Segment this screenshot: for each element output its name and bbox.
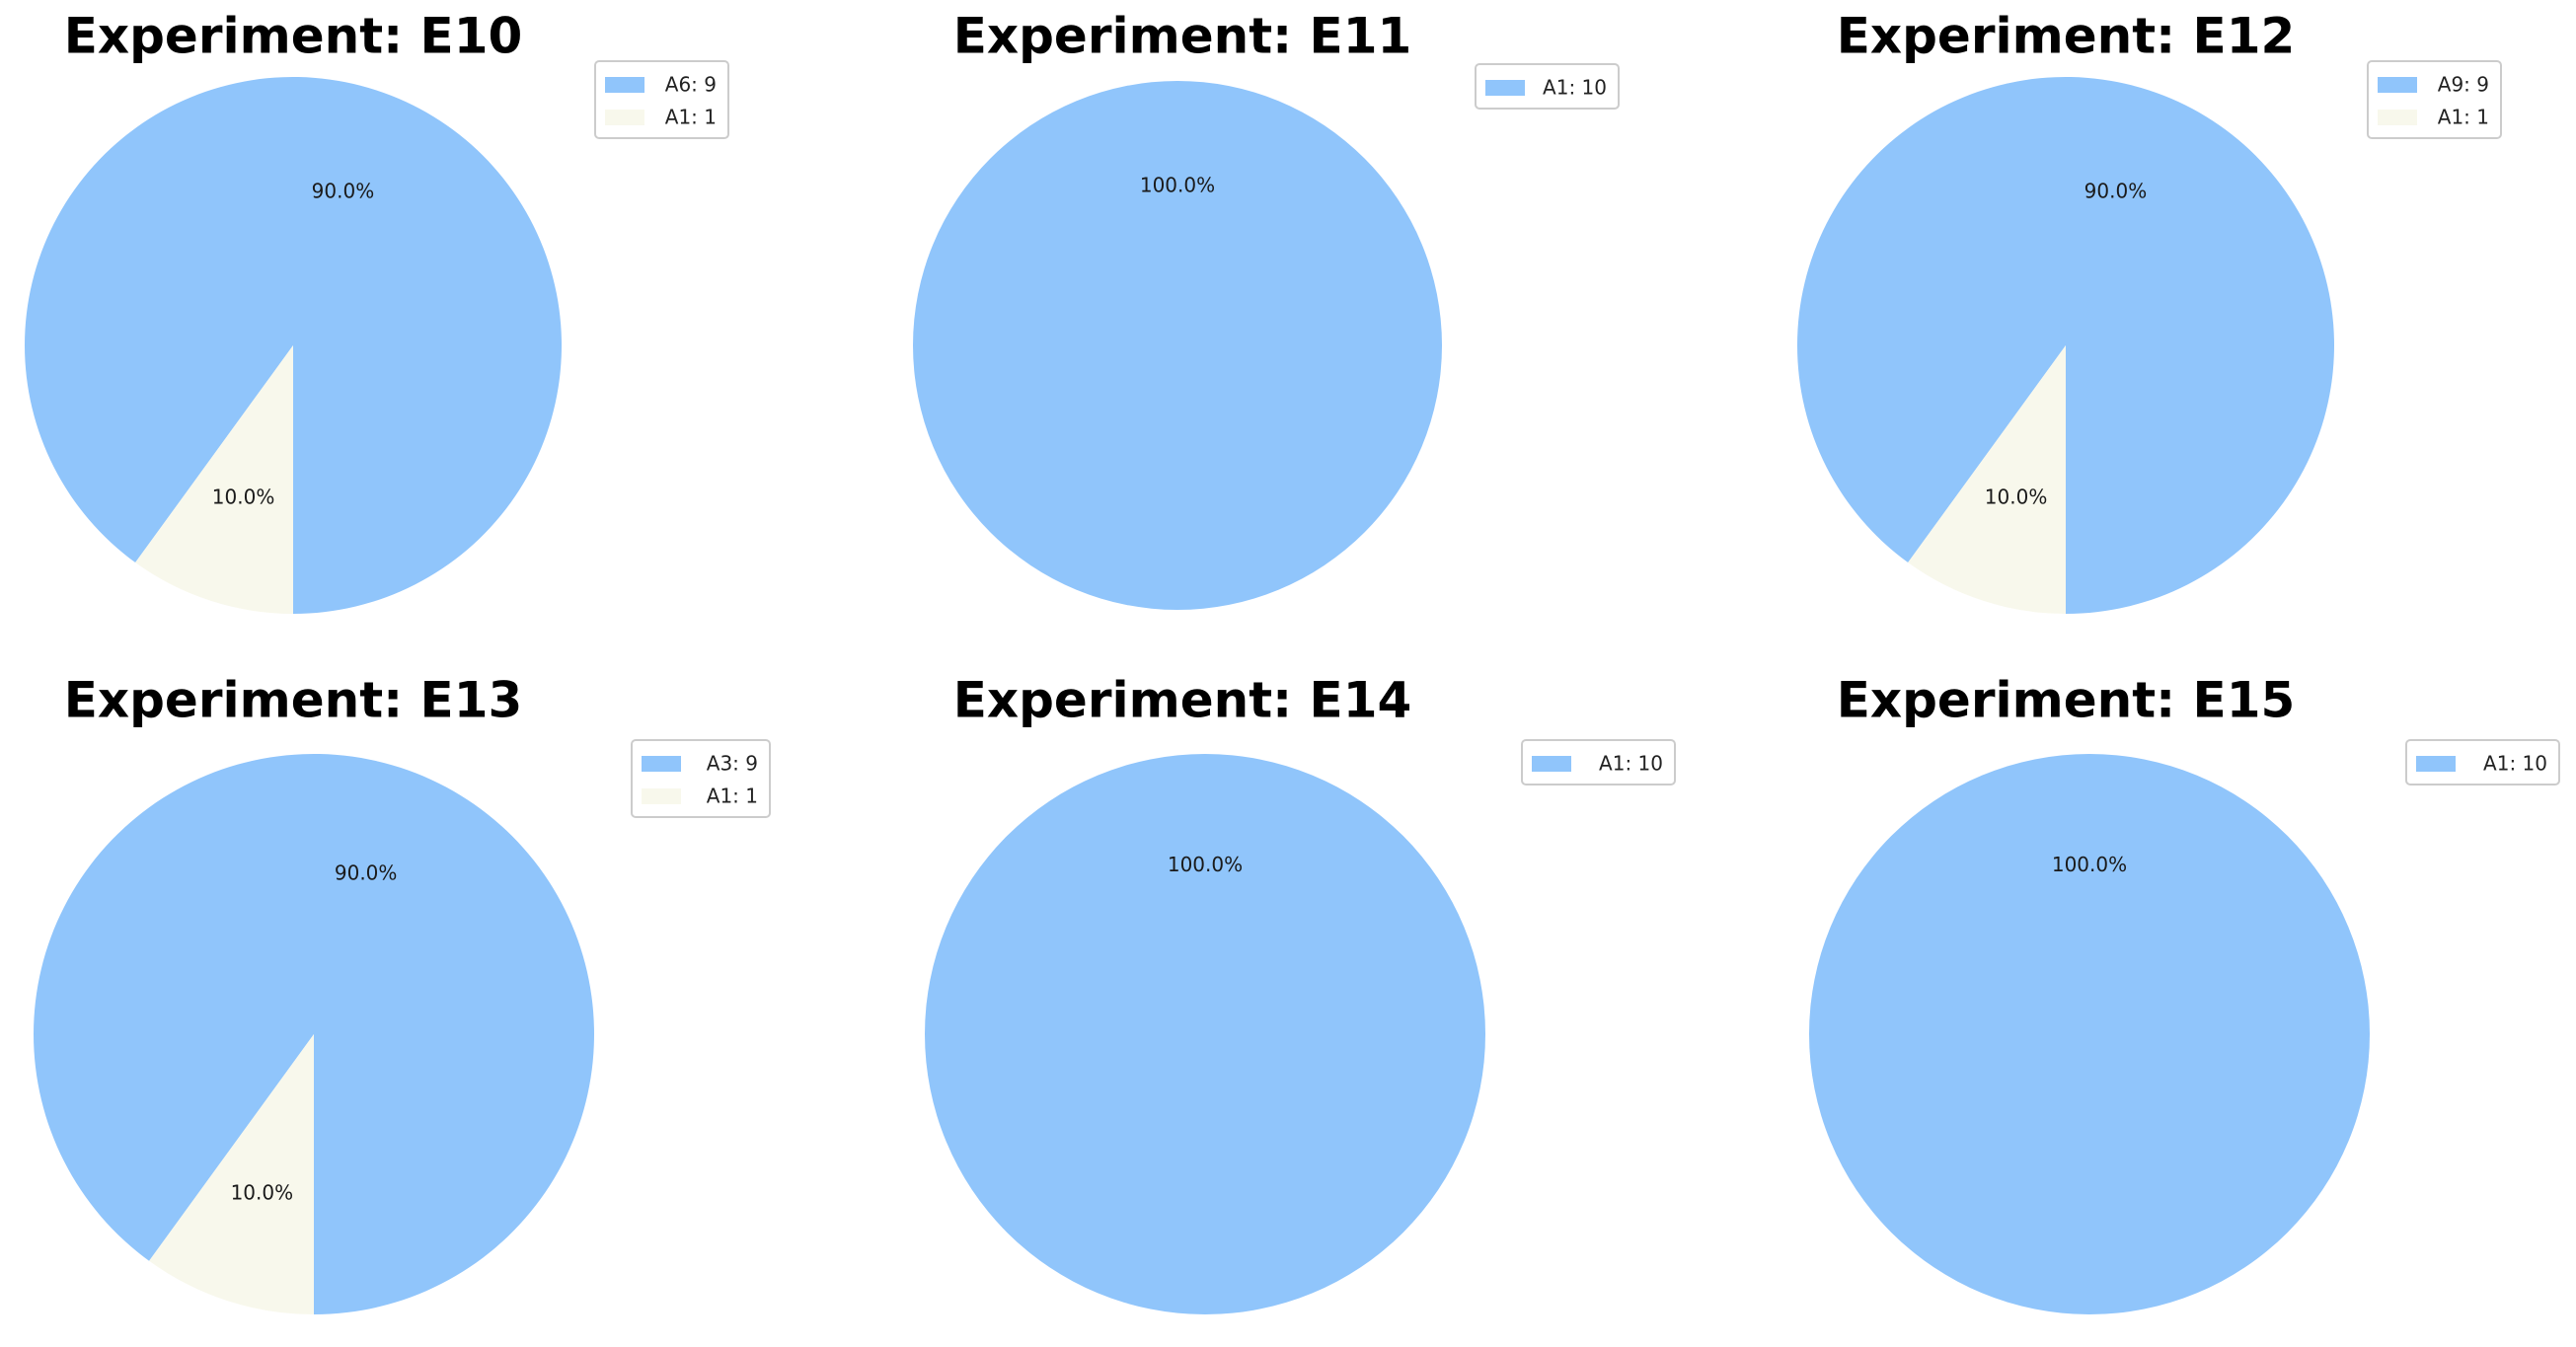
chart-title: Experiment: E15 <box>1837 672 2296 729</box>
chart-title: Experiment: E11 <box>953 8 1412 65</box>
legend-entry: A1: 1 <box>2438 106 2489 129</box>
slice-percent-label: 100.0% <box>2052 853 2127 876</box>
pie-panel: Experiment: E12 90.0% 10.0% A9: 9 A1: 1 <box>1797 8 2502 614</box>
pie-slice[interactable] <box>33 753 594 1314</box>
legend: A1: 10 <box>1521 739 1676 786</box>
legend: A1: 10 <box>2405 739 2560 786</box>
legend-frame <box>1521 739 1676 786</box>
legend-frame <box>2405 739 2560 786</box>
slice-percent-label: 10.0% <box>212 486 275 509</box>
pie-slice[interactable] <box>1908 345 2066 614</box>
pie-slice[interactable] <box>1809 754 2370 1314</box>
legend-frame <box>1475 63 1620 110</box>
slice-percent-label: 10.0% <box>231 1181 294 1205</box>
chart-title: Experiment: E13 <box>64 672 523 729</box>
legend: A3: 9 A1: 1 <box>631 739 771 818</box>
pie-slice[interactable] <box>149 1034 314 1314</box>
legend-swatch <box>2378 110 2417 125</box>
pie-slice[interactable] <box>925 754 1485 1314</box>
chart-title: Experiment: E10 <box>64 8 523 65</box>
legend-swatch <box>2416 756 2456 772</box>
slice-percent-label: 90.0% <box>335 861 398 884</box>
legend-entry: A1: 10 <box>1543 76 1607 100</box>
legend-entry: A6: 9 <box>665 73 717 97</box>
slice-percent-label: 90.0% <box>312 179 375 202</box>
pie-slice[interactable] <box>25 77 563 614</box>
pie-panel: Experiment: E13 90.0% 10.0% A3: 9 A1: 1 <box>33 672 771 1314</box>
legend-swatch <box>1485 80 1525 96</box>
legend-entry: A3: 9 <box>707 752 758 776</box>
pie-panel: Experiment: E11 100.0% A1: 10 <box>913 8 1620 610</box>
pie-panel: Experiment: E14 100.0% A1: 10 <box>925 672 1676 1314</box>
legend-swatch <box>642 788 681 804</box>
legend-swatch <box>2378 77 2417 93</box>
pie-slice[interactable] <box>913 81 1442 610</box>
legend-swatch <box>605 77 644 93</box>
legend-entry: A1: 10 <box>1599 752 1663 776</box>
chart-title: Experiment: E12 <box>1837 8 2296 65</box>
slice-percent-label: 100.0% <box>1140 174 1215 197</box>
legend: A9: 9 A1: 1 <box>2367 60 2502 139</box>
legend-entry: A1: 1 <box>665 106 717 129</box>
slice-percent-label: 90.0% <box>2084 179 2148 202</box>
legend-swatch <box>605 110 644 125</box>
slice-percent-label: 10.0% <box>1985 486 2048 509</box>
pie-panel: Experiment: E15 100.0% A1: 10 <box>1809 672 2560 1314</box>
pie-slice[interactable] <box>135 345 293 614</box>
legend-swatch <box>1532 756 1571 772</box>
legend: A6: 9 A1: 1 <box>594 60 729 139</box>
legend-entry: A9: 9 <box>2438 73 2489 97</box>
legend-entry: A1: 10 <box>2483 752 2547 776</box>
legend-swatch <box>642 756 681 772</box>
pie-panel: Experiment: E10 90.0% 10.0% A6: 9 A1: 1 <box>25 8 729 614</box>
chart-title: Experiment: E14 <box>953 672 1412 729</box>
legend: A1: 10 <box>1475 63 1620 110</box>
slice-percent-label: 100.0% <box>1168 853 1243 876</box>
legend-entry: A1: 1 <box>707 785 758 808</box>
